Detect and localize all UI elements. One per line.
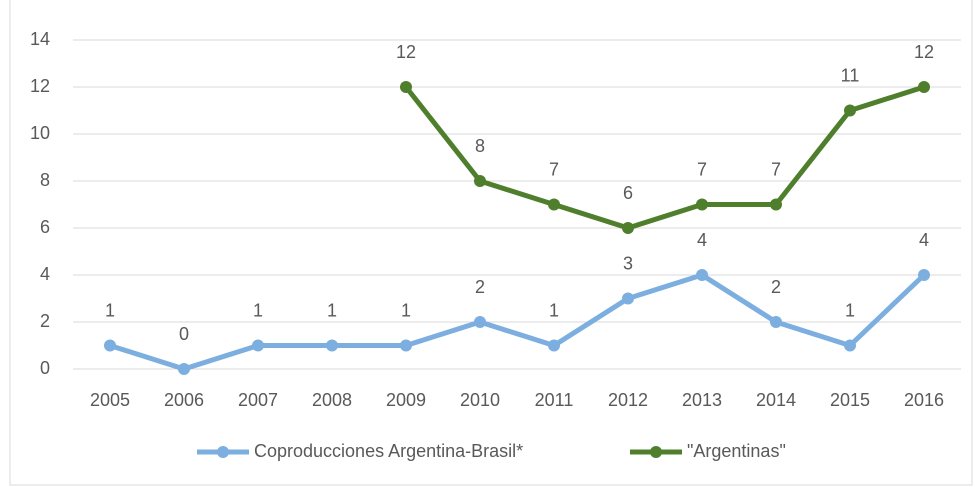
data-point: [178, 363, 190, 375]
data-point: [770, 316, 782, 328]
data-label: 1: [105, 300, 115, 320]
data-label: 2: [475, 277, 485, 297]
data-point: [696, 198, 708, 211]
y-tick-label: 12: [30, 76, 50, 96]
data-label: 7: [771, 159, 781, 179]
data-point: [548, 198, 560, 211]
data-point: [400, 339, 412, 352]
legend-marker: [217, 446, 229, 458]
series-line: [404, 84, 925, 231]
chart-frame: [9, 0, 973, 486]
data-point: [622, 222, 634, 234]
y-tick-label: 10: [30, 123, 50, 143]
data-label: 4: [697, 230, 707, 250]
data-point: [400, 81, 412, 93]
x-tick-label: 2005: [90, 390, 130, 410]
y-tick-label: 2: [40, 311, 50, 331]
x-tick-label: 2015: [830, 390, 870, 410]
data-label: 1: [549, 300, 559, 320]
data-point: [770, 198, 782, 211]
y-tick-label: 6: [40, 217, 50, 237]
data-label: 12: [914, 42, 934, 62]
x-tick-label: 2014: [756, 390, 796, 410]
legend-marker: [650, 446, 662, 458]
data-label: 8: [475, 136, 485, 156]
data-point: [918, 81, 930, 93]
data-label: 3: [623, 253, 633, 273]
data-point: [474, 175, 486, 187]
data-label: 1: [253, 300, 263, 320]
x-tick-label: 2009: [386, 390, 426, 410]
legend-label: "Argentinas": [687, 441, 786, 461]
x-tick-label: 2010: [460, 390, 500, 410]
x-tick-label: 2007: [238, 390, 278, 410]
y-tick-label: 14: [30, 29, 50, 49]
data-label: 1: [845, 300, 855, 320]
legend-label: Coproducciones Argentina-Brasil*: [254, 441, 523, 461]
x-tick-label: 2006: [164, 390, 204, 410]
x-tick-label: 2016: [904, 390, 944, 410]
data-label: 1: [327, 300, 337, 320]
data-point: [622, 292, 634, 305]
data-label: 7: [697, 159, 707, 179]
y-tick-label: 4: [40, 264, 50, 284]
data-label: 0: [179, 324, 189, 344]
x-tick-label: 2013: [682, 390, 722, 410]
data-label: 11: [841, 65, 860, 85]
data-point: [918, 269, 930, 281]
data-label: 12: [396, 42, 416, 62]
data-label: 4: [919, 230, 929, 250]
data-label: 2: [771, 277, 781, 297]
data-label: 7: [549, 159, 559, 179]
series-line: [109, 272, 926, 372]
data-point: [844, 339, 856, 352]
data-point: [326, 339, 338, 352]
data-label: 6: [623, 183, 633, 203]
x-tick-label: 2011: [535, 390, 574, 410]
x-tick-label: 2012: [608, 390, 648, 410]
data-point: [474, 316, 486, 328]
data-point: [696, 269, 708, 281]
data-point: [104, 339, 116, 352]
y-tick-label: 8: [40, 170, 50, 190]
y-tick-label: 0: [40, 358, 50, 378]
data-point: [252, 339, 264, 352]
data-point: [844, 104, 856, 117]
data-label: 1: [401, 300, 411, 320]
data-point: [548, 339, 560, 352]
x-tick-label: 2008: [312, 390, 352, 410]
